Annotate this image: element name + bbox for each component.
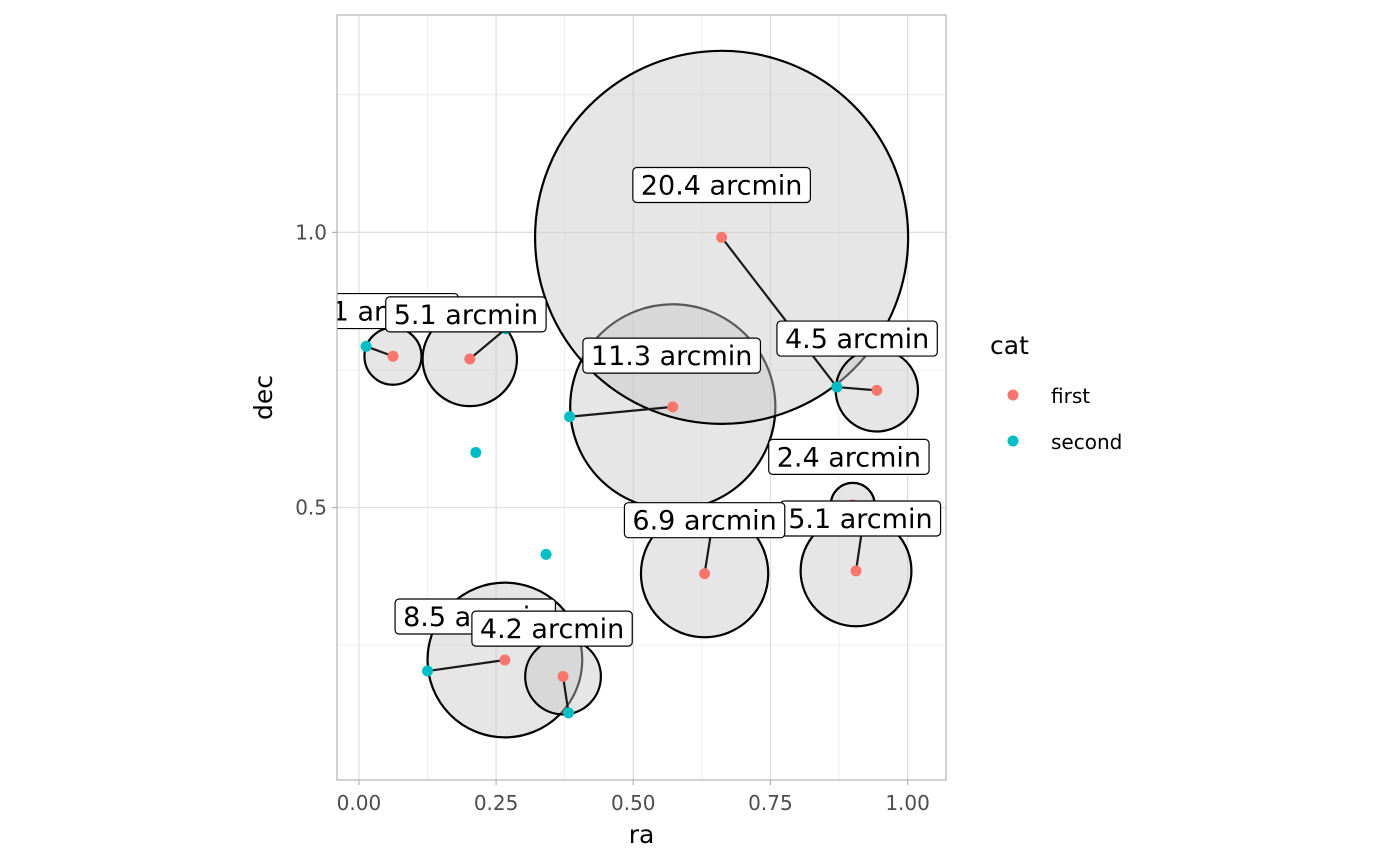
point-first	[699, 568, 711, 580]
label-box	[623, 502, 786, 539]
separation-label: 4.5 arcmin	[776, 320, 938, 357]
legend-key-second	[1007, 435, 1019, 447]
separation-label: 5.1 arcmin	[385, 296, 547, 333]
separation-line	[720, 236, 838, 388]
separation-label: 4.2 arcmin	[471, 610, 633, 647]
separation-line	[836, 385, 877, 392]
separation-line	[561, 676, 570, 714]
legend-title: cat	[990, 331, 1029, 360]
x-tick-label: 0.25	[474, 791, 519, 815]
point-second	[564, 411, 576, 423]
point-second	[540, 548, 552, 560]
point-second	[422, 665, 434, 677]
label-box	[632, 166, 811, 204]
point-first	[716, 231, 728, 243]
legend-label-first: first	[1051, 384, 1090, 408]
separation-line	[427, 658, 506, 673]
separation-label: 6.9 arcmin	[623, 502, 786, 539]
point-first	[499, 654, 511, 666]
separation-label: 20.4 arcmin	[632, 166, 811, 204]
y-tick-label: 1.0	[295, 220, 327, 244]
legend: cat first second	[990, 331, 1122, 454]
point-second	[831, 381, 843, 393]
plot-panel-border	[336, 14, 947, 781]
point-first	[850, 565, 862, 577]
x-tick-label: 0.75	[748, 791, 793, 815]
legend-key-first	[1007, 389, 1019, 401]
x-tick-label: 0.00	[337, 791, 382, 815]
label-text: 5.1 arcmin	[788, 504, 932, 535]
legend-label-second: second	[1051, 430, 1122, 454]
x-axis-ticks: 0.00 0.25 0.50 0.75 1.00	[337, 780, 930, 815]
separation-label: 2.4 arcmin	[768, 438, 930, 475]
label-text: 5.1 arcmin	[394, 300, 538, 331]
label-text: 6.9 arcmin	[632, 506, 776, 537]
label-box	[582, 337, 762, 374]
y-axis-title: dec	[249, 375, 278, 420]
point-second	[563, 707, 575, 719]
label-box	[768, 438, 930, 475]
point-second	[360, 340, 372, 352]
x-axis-title: ra	[629, 820, 655, 849]
separation-line	[569, 405, 673, 418]
point-first	[667, 401, 679, 413]
separation-label: 11.3 arcmin	[582, 337, 762, 374]
label-text: 20.4 arcmin	[641, 171, 803, 202]
label-text: 4.2 arcmin	[480, 614, 624, 645]
point-first	[871, 384, 883, 396]
point-first	[464, 353, 476, 365]
label-box	[471, 610, 633, 647]
separation-label: 5.1 arcmin	[779, 500, 942, 537]
point-second	[470, 447, 482, 459]
point-first	[557, 671, 569, 683]
label-text: 11.3 arcmin	[591, 341, 753, 372]
label-box	[385, 296, 547, 333]
label-box	[776, 320, 938, 357]
x-tick-label: 0.50	[611, 791, 656, 815]
separation-line	[469, 327, 507, 360]
y-axis-ticks: 0.5 1.0	[295, 220, 337, 520]
label-text: 2.4 arcmin	[777, 442, 921, 473]
y-tick-label: 0.5	[295, 496, 327, 520]
point-first	[387, 350, 399, 362]
label-text: 4.5 arcmin	[785, 324, 929, 355]
x-tick-label: 1.00	[885, 791, 930, 815]
